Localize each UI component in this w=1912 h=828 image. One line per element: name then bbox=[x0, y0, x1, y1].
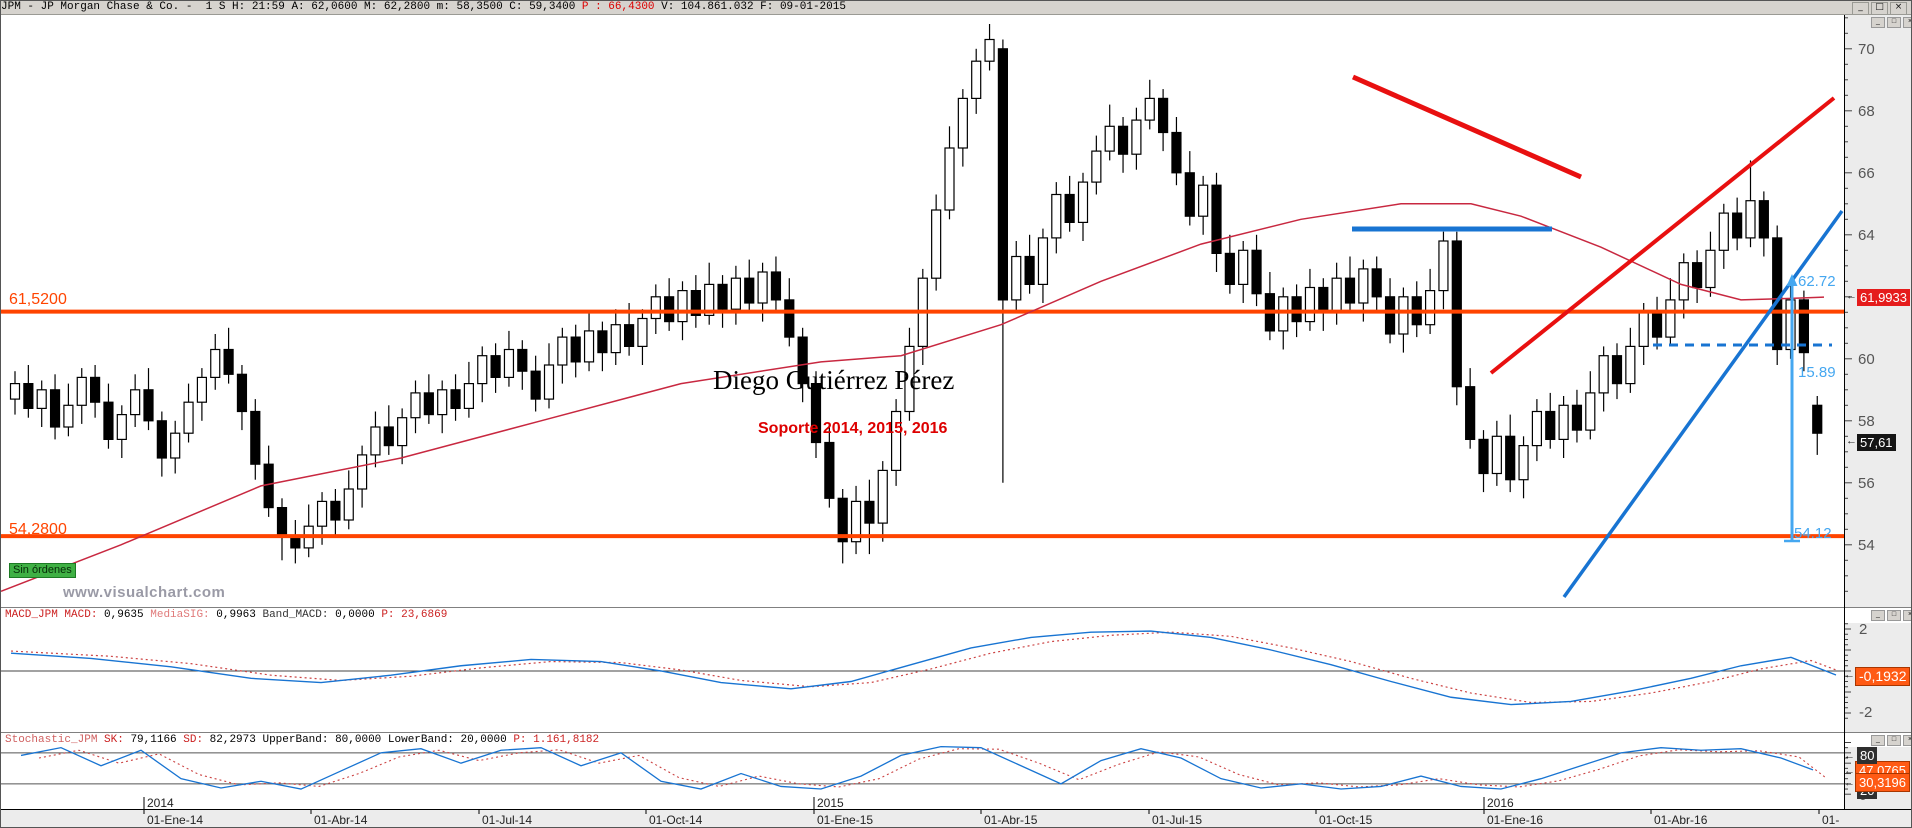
time-axis-year-label: 2016 bbox=[1487, 796, 1514, 810]
time-axis-date-label: 01-Oct-14 bbox=[649, 813, 703, 827]
panel-divider bbox=[1, 732, 1911, 733]
time-axis-line bbox=[1, 809, 1911, 810]
last-price-badge: 57,61 bbox=[1857, 434, 1896, 451]
panel-close-icon[interactable]: × bbox=[1903, 17, 1911, 28]
panel-divider bbox=[1, 607, 1911, 608]
panel-restore-icon[interactable]: □ bbox=[1887, 610, 1901, 621]
time-axis-date-label: 01-Oct-15 bbox=[1319, 813, 1373, 827]
main-panel-controls: _ □ × bbox=[1871, 17, 1911, 28]
time-axis-ticks bbox=[143, 797, 1820, 814]
price-axis-column[interactable] bbox=[1845, 15, 1911, 607]
svg-text:60: 60 bbox=[1858, 351, 1875, 368]
time-axis-date-label: 01-Ene-16 bbox=[1487, 813, 1544, 827]
macd-badge-arrow-icon: ← bbox=[1844, 669, 1855, 681]
stoch-arrow-icon: ← bbox=[1844, 777, 1855, 789]
time-axis-date-label: 01-Ene-15 bbox=[817, 813, 874, 827]
panel-minimize-icon[interactable]: _ bbox=[1871, 735, 1885, 746]
panel-close-icon[interactable]: × bbox=[1903, 610, 1911, 621]
axis-separator-line bbox=[1844, 15, 1845, 809]
macd-value-badge: -0,1932 bbox=[1855, 667, 1911, 686]
stoch-upper-band-badge: 80 bbox=[1857, 747, 1878, 764]
main-price-chart[interactable] bbox=[1, 15, 1844, 607]
macd-axis-bottom: -2 bbox=[1859, 704, 1873, 721]
macd-axis-top: 2 bbox=[1859, 621, 1868, 638]
price-axis-ticks: 545658606264666870 bbox=[1844, 17, 1875, 592]
panel-close-icon[interactable]: × bbox=[1903, 735, 1911, 746]
svg-text:56: 56 bbox=[1858, 475, 1875, 492]
panel-minimize-icon[interactable]: _ bbox=[1871, 610, 1885, 621]
time-axis-date-label: 01-Abr-15 bbox=[984, 813, 1038, 827]
time-axis-date-label: 01-Ene-14 bbox=[147, 813, 204, 827]
support-label-lower: 54,2800 bbox=[9, 521, 67, 538]
stoch-sd-badge: 30,3196 bbox=[1855, 773, 1910, 792]
macd-chart[interactable] bbox=[1, 623, 1844, 732]
visualchart-watermark: www.visualchart.com bbox=[63, 584, 226, 601]
time-axis-date-label: 01-Abr-14 bbox=[314, 813, 368, 827]
macd-panel-controls: _ □ × bbox=[1871, 610, 1911, 621]
ma-badge-arrow-icon: ← bbox=[1846, 290, 1857, 302]
measure-bottom-label: 54.12 bbox=[1794, 525, 1832, 542]
measure-percent-label: 15.89 bbox=[1798, 364, 1836, 381]
close-icon[interactable]: × bbox=[1890, 2, 1907, 15]
measure-top-label: 62.72 bbox=[1798, 273, 1836, 290]
macd-header: MACD_JPM MACD: 0,9635 MediaSIG: 0,9963 B… bbox=[1, 608, 1911, 623]
stochastic-header: Stochastic_JPM SK: 79,1166 SD: 82,2973 U… bbox=[1, 733, 1911, 747]
svg-text:58: 58 bbox=[1858, 413, 1875, 430]
minimize-icon[interactable]: _ bbox=[1852, 2, 1869, 15]
time-axis-date-label: 01-Jul-14 bbox=[482, 813, 533, 827]
panel-restore-icon[interactable]: □ bbox=[1887, 735, 1901, 746]
svg-text:68: 68 bbox=[1858, 103, 1875, 120]
time-axis-date-label: 01- bbox=[1822, 813, 1840, 827]
support-label-upper: 61,5200 bbox=[9, 291, 67, 308]
stochastic-chart[interactable] bbox=[1, 746, 1844, 809]
ma-value-badge: 61,9933 bbox=[1857, 289, 1910, 306]
svg-text:66: 66 bbox=[1858, 165, 1875, 182]
panel-restore-icon[interactable]: □ bbox=[1887, 17, 1901, 28]
author-annotation: Diego Gutiérrez Pérez bbox=[713, 365, 955, 395]
svg-text:70: 70 bbox=[1858, 41, 1875, 58]
stoch-arrow-icon: ← bbox=[1844, 765, 1855, 777]
title-bar[interactable]: JPM - JP Morgan Chase & Co. - 1 S H: 21:… bbox=[1, 1, 1911, 15]
time-axis-year-label: 2014 bbox=[147, 796, 174, 810]
stochastic-panel-controls: _ □ × bbox=[1871, 735, 1911, 746]
time-axis-date-label: 01-Jul-15 bbox=[1152, 813, 1203, 827]
panel-minimize-icon[interactable]: _ bbox=[1871, 17, 1885, 28]
window-title: JPM - JP Morgan Chase & Co. - 1 S H: 21:… bbox=[1, 1, 846, 13]
window-controls: _ □ × bbox=[1852, 2, 1907, 15]
time-axis-date-label: 01-Abr-16 bbox=[1654, 813, 1708, 827]
maximize-icon[interactable]: □ bbox=[1871, 2, 1888, 15]
price-badge-arrow-icon: ← bbox=[1846, 435, 1857, 447]
time-axis-year-label: 2015 bbox=[817, 796, 844, 810]
no-orders-badge: Sin órdenes bbox=[9, 563, 76, 578]
svg-text:54: 54 bbox=[1858, 537, 1875, 554]
soporte-annotation: Soporte 2014, 2015, 2016 bbox=[758, 420, 948, 437]
stoch-arrow-icon: ← bbox=[1844, 750, 1855, 762]
svg-text:64: 64 bbox=[1858, 227, 1875, 244]
